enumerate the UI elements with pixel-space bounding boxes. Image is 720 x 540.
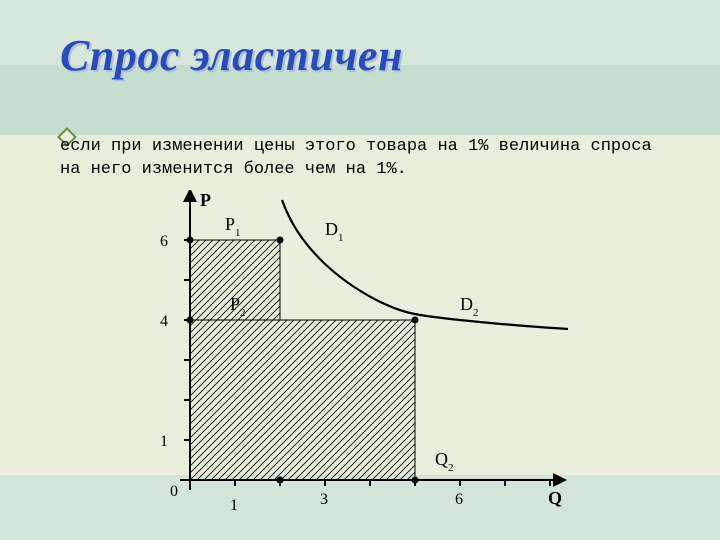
demand-chart: 6 4 1 0 1 3 6 P Q P1 D1 P2 D2 Q2 — [130, 190, 590, 520]
slide-description: если при изменении цены этого товара на … — [60, 136, 670, 182]
y-tick-4: 4 — [160, 313, 168, 330]
y-tick-1: 1 — [160, 433, 168, 450]
x-axis-label: Q — [548, 488, 562, 508]
slide-title: Спрос эластичен — [60, 30, 403, 81]
label-D2: D2 — [460, 294, 479, 319]
label-Q2: Q2 — [435, 449, 454, 474]
x-tick-1: 1 — [230, 497, 238, 514]
x-tick-3: 3 — [320, 491, 328, 508]
hatch-rect-q2 — [190, 320, 415, 480]
y-axis-label: P — [200, 190, 211, 210]
y-tick-6: 6 — [160, 233, 168, 250]
x-tick-6: 6 — [455, 491, 463, 508]
origin-label: 0 — [170, 483, 178, 500]
label-P1: P1 — [225, 214, 241, 239]
label-D1: D1 — [325, 219, 344, 244]
